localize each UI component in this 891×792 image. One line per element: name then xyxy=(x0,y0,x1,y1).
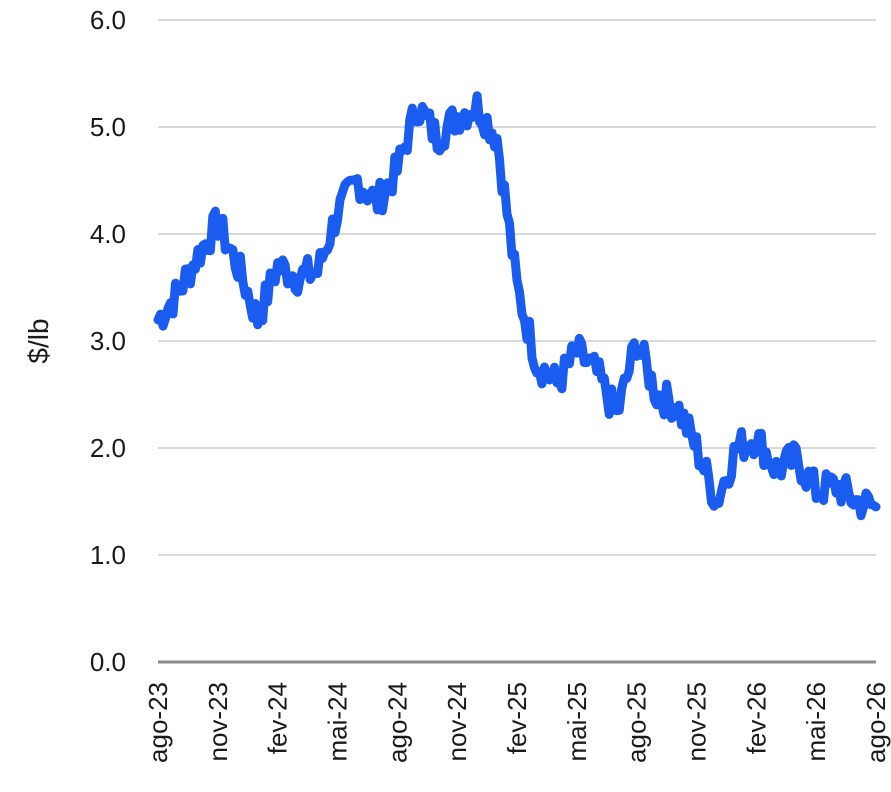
y-tick-label: 4.0 xyxy=(90,219,126,249)
x-tick-label: ago-23 xyxy=(143,682,173,763)
y-tick-label: 5.0 xyxy=(90,112,126,142)
series-line xyxy=(153,91,881,521)
x-tick-label: fev-25 xyxy=(502,682,532,754)
x-tick-label: ago-25 xyxy=(622,682,652,763)
y-tick-label: 1.0 xyxy=(90,540,126,570)
x-tick-label: mai-24 xyxy=(323,682,353,761)
y-axis-label: $/lb xyxy=(23,318,54,363)
x-tick-label: fev-24 xyxy=(263,682,293,754)
x-tick-label: fev-26 xyxy=(741,682,771,754)
x-tick-label: nov-25 xyxy=(682,682,712,762)
gridlines xyxy=(158,19,876,556)
x-tick-label: nov-23 xyxy=(203,682,233,762)
x-tick-label: mai-25 xyxy=(562,682,592,761)
y-tick-label: 2.0 xyxy=(90,433,126,463)
y-tick-label: 3.0 xyxy=(90,326,126,356)
x-axis-tick-labels: ago-23 nov-23 fev-24 mai-24 ago-24 nov-24 fev-… xyxy=(143,682,891,763)
x-tick-label: ago-26 xyxy=(861,682,891,763)
y-tick-label: 0.0 xyxy=(90,647,126,677)
y-axis-tick-labels: 0.0 1.0 2.0 3.0 4.0 5.0 6.0 xyxy=(90,5,126,677)
y-tick-label: 6.0 xyxy=(90,5,126,35)
x-tick-label: mai-26 xyxy=(801,682,831,761)
x-tick-label: ago-24 xyxy=(382,682,412,763)
x-tick-label: nov-24 xyxy=(442,682,472,762)
